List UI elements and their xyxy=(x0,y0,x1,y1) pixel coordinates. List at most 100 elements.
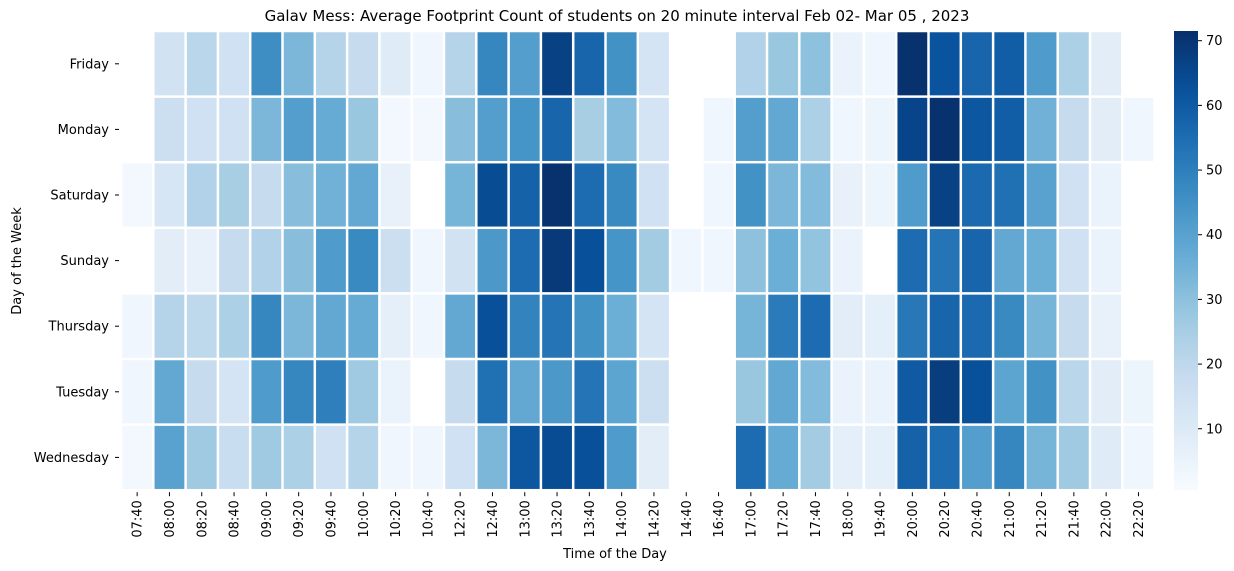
heatmap-cell xyxy=(316,425,346,489)
heatmap-cell xyxy=(1058,32,1089,96)
heatmap-cell xyxy=(639,163,669,227)
heatmap-cell xyxy=(800,32,831,96)
heatmap-cell xyxy=(768,229,799,293)
heatmap-cell xyxy=(186,32,217,96)
x-tick-label: 18:00 xyxy=(841,500,856,537)
heatmap-cell xyxy=(800,97,831,161)
heatmap-cell xyxy=(735,163,766,227)
heatmap-cell xyxy=(186,294,217,358)
heatmap-cell xyxy=(186,425,217,489)
x-tick-label: 21:00 xyxy=(1003,500,1018,537)
heatmap-cell xyxy=(962,163,992,227)
y-tick-label: Friday xyxy=(70,57,110,72)
x-tick-label: 17:00 xyxy=(744,500,759,537)
heatmap-cell xyxy=(219,294,249,358)
heatmap-cell xyxy=(768,360,799,424)
heatmap-cell xyxy=(897,294,928,358)
heatmap-cell xyxy=(348,294,379,358)
heatmap-cell xyxy=(1026,294,1057,358)
heatmap-cell xyxy=(154,163,185,227)
heatmap-cell xyxy=(316,229,346,293)
heatmap-cell xyxy=(574,229,605,293)
x-tick-label: 20:40 xyxy=(970,500,985,537)
heatmap-cell xyxy=(445,163,476,227)
heatmap-cell xyxy=(477,294,508,358)
heatmap-cell xyxy=(380,163,411,227)
heatmap-cell xyxy=(994,32,1025,96)
heatmap-cell xyxy=(865,294,895,358)
heatmap-cell xyxy=(445,294,476,358)
x-tick-label: 16:40 xyxy=(712,500,727,537)
heatmap-cell xyxy=(380,32,411,96)
heatmap-cell xyxy=(186,229,217,293)
heatmap-cell xyxy=(542,425,572,489)
heatmap-cell xyxy=(1091,97,1122,161)
heatmap-cell xyxy=(897,97,928,161)
heatmap-cell xyxy=(1058,97,1089,161)
heatmap-cell xyxy=(929,229,960,293)
heatmap-cell xyxy=(897,163,928,227)
heatmap-cell xyxy=(735,97,766,161)
colorbar-gradient xyxy=(1174,31,1198,491)
heatmap-cell xyxy=(509,425,540,489)
heatmap-cell xyxy=(1026,97,1057,161)
heatmap-cell xyxy=(380,294,411,358)
heatmap-cell xyxy=(509,294,540,358)
heatmap-cell xyxy=(154,97,185,161)
heatmap-cell xyxy=(639,360,669,424)
heatmap-cell xyxy=(348,360,379,424)
x-tick-label: 12:40 xyxy=(486,500,501,537)
heatmap-cell xyxy=(1091,425,1122,489)
heatmap-cell xyxy=(380,229,411,293)
heatmap-cell xyxy=(768,294,799,358)
heatmap-cell xyxy=(574,32,605,96)
x-tick-label: 10:40 xyxy=(421,500,436,537)
heatmap-cell xyxy=(348,32,379,96)
heatmap-cell xyxy=(1058,229,1089,293)
heatmap-cell xyxy=(865,425,895,489)
colorbar-tick-label: 40 xyxy=(1206,228,1223,243)
heatmap-cell xyxy=(542,229,572,293)
heatmap-cell xyxy=(639,32,669,96)
x-tick-label: 17:40 xyxy=(809,500,824,537)
y-tick-label: Tuesday xyxy=(55,385,109,400)
heatmap-cell xyxy=(477,163,508,227)
heatmap-cell xyxy=(186,163,217,227)
heatmap-cell xyxy=(380,97,411,161)
heatmap-cell xyxy=(832,294,863,358)
heatmap-cell xyxy=(994,425,1025,489)
y-tick-label: Thursday xyxy=(48,320,110,335)
heatmap-cell xyxy=(154,360,185,424)
heatmap-cell xyxy=(477,32,508,96)
heatmap-cell xyxy=(703,229,734,293)
heatmap-cell xyxy=(1091,229,1122,293)
y-tick-label: Saturday xyxy=(50,189,109,204)
heatmap-cell xyxy=(639,97,669,161)
heatmap-cell xyxy=(348,425,379,489)
heatmap-cell xyxy=(1091,32,1122,96)
heatmap-cell xyxy=(639,294,669,358)
y-tick-label: Wednesday xyxy=(34,451,110,466)
colorbar: 10 20 30 40 50 60 70 xyxy=(1174,31,1223,491)
heatmap-cell xyxy=(800,294,831,358)
x-axis-ticks: 07:40 08:00 08:20 08:40 09:00 09:20 09:40 10:00… xyxy=(131,492,1147,538)
heatmap-cell xyxy=(186,360,217,424)
heatmap-cell xyxy=(800,229,831,293)
heatmap-cell xyxy=(832,425,863,489)
heatmap-cell xyxy=(186,97,217,161)
x-tick-label: 07:40 xyxy=(131,500,146,537)
x-tick-label: 21:40 xyxy=(1067,500,1082,537)
heatmap-cell xyxy=(606,163,637,227)
x-tick-label: 20:00 xyxy=(906,500,921,537)
x-tick-label: 19:40 xyxy=(874,500,889,537)
heatmap-cell xyxy=(1123,360,1154,424)
heatmap-cell xyxy=(509,360,540,424)
heatmap-cell xyxy=(929,32,960,96)
heatmap-cell xyxy=(994,294,1025,358)
x-tick-label: 08:20 xyxy=(195,500,210,537)
heatmap-cell xyxy=(606,229,637,293)
heatmap-cell xyxy=(316,32,346,96)
heatmap-cell xyxy=(574,97,605,161)
heatmap-cell xyxy=(897,360,928,424)
